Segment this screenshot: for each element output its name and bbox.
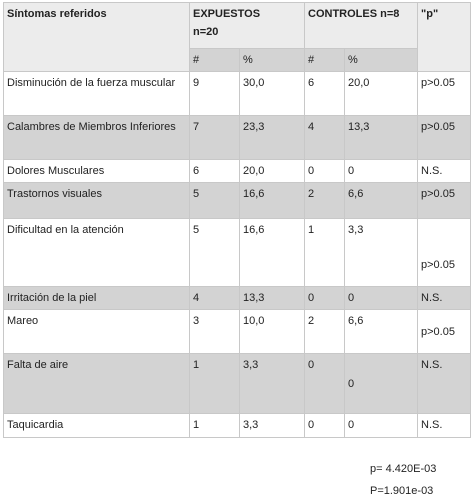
- value-cell: p>0.05: [417, 218, 472, 287]
- subheader-cell: #: [304, 48, 346, 72]
- header-text: n=20: [193, 26, 219, 38]
- value-cell: 3: [189, 309, 240, 354]
- header-cell: CONTROLES n=8: [304, 2, 419, 49]
- symptom-cell: Taquicardia: [3, 413, 190, 438]
- value-cell: 0: [344, 413, 419, 438]
- value-cell: p>0.05: [417, 71, 472, 116]
- header-row: Síntomas referidos EXPUESTOS n=20 CONTROL…: [3, 2, 472, 72]
- value-cell: 4: [189, 286, 240, 310]
- value-cell: 5: [189, 218, 240, 287]
- footer-text: P=1.901e-03: [370, 485, 434, 497]
- value-cell: 5: [189, 182, 240, 219]
- value-cell: 2: [304, 309, 346, 354]
- value-cell: 1: [189, 353, 240, 414]
- value-cell: 3,3: [238, 353, 306, 414]
- value-cell: N.S.: [417, 286, 472, 310]
- symptom-cell: Disminución de la fuerza muscular: [3, 71, 190, 116]
- table-row: Dificultad en la atención 5 16,6 1 3,3 p>0.05: [3, 218, 472, 287]
- subheader-row: # % # %: [4, 48, 471, 72]
- value-cell: 0: [304, 286, 346, 310]
- header-cell: Síntomas referidos: [3, 2, 190, 72]
- symptom-cell: Irritación de la piel: [3, 286, 190, 310]
- value-cell: 0: [344, 159, 419, 183]
- value-cell: N.S.: [417, 413, 472, 438]
- table-row: Trastornos visuales 5 16,6 2 6,6 p>0.05: [3, 182, 472, 219]
- value-cell: 0: [344, 353, 419, 414]
- value-cell: p>0.05: [417, 115, 472, 160]
- table-row: Irritación de la piel 4 13,3 0 0 N.S.: [3, 286, 472, 310]
- value-cell: 0: [304, 413, 346, 438]
- value-cell: 4: [304, 115, 346, 160]
- symptom-cell: Trastornos visuales: [3, 182, 190, 219]
- value-cell: 3,3: [238, 413, 306, 438]
- table-body: Síntomas referidos EXPUESTOS n=20 CONTROL…: [3, 2, 472, 438]
- symptom-cell: Dificultad en la atención: [3, 218, 190, 287]
- value-cell: 0: [304, 353, 346, 414]
- value-cell: N.S.: [417, 159, 472, 183]
- subheader-cell: %: [238, 48, 306, 72]
- value-cell: 6,6: [344, 182, 419, 219]
- value-cell: 3,3: [344, 218, 419, 287]
- value-cell: 6: [304, 71, 346, 116]
- value-cell: 0: [344, 286, 419, 310]
- value-cell: p>0.05: [417, 182, 472, 219]
- subheader-cell: #: [189, 48, 240, 72]
- header-cell: EXPUESTOS n=20: [188, 2, 306, 49]
- value-cell: 13,3: [344, 115, 419, 160]
- value-cell: 13,3: [238, 286, 306, 310]
- value-cell: 30,0: [238, 71, 306, 116]
- symptom-cell: Calambres de Miembros Inferiores: [3, 115, 190, 160]
- table-row: Calambres de Miembros Inferiores 7 23,3 4 13…: [3, 115, 472, 160]
- symptom-cell: Mareo: [3, 309, 190, 354]
- value-cell: 16,6: [238, 182, 306, 219]
- table-row: Disminución de la fuerza muscular 9 30,0 6 2…: [3, 71, 472, 116]
- table-row: Falta de aire 1 3,3 0 0 N.S.: [3, 353, 472, 414]
- symptoms-table: Síntomas referidos EXPUESTOS n=20 CONTROL…: [3, 2, 472, 438]
- value-cell: 10,0: [238, 309, 306, 354]
- footer-text: p= 4.420E-03: [370, 463, 437, 475]
- value-cell: 2: [304, 182, 346, 219]
- value-cell: 23,3: [238, 115, 306, 160]
- value-cell: 6,6: [344, 309, 419, 354]
- value-cell: 9: [189, 71, 240, 116]
- value-cell: 20,0: [238, 159, 306, 183]
- value-cell: 16,6: [238, 218, 306, 287]
- header-cell: "p": [417, 2, 472, 72]
- symptom-cell: Dolores Musculares: [3, 159, 190, 183]
- table-row: Taquicardia 1 3,3 0 0 N.S.: [3, 413, 472, 438]
- table-row: Dolores Musculares 6 20,0 0 0 N.S.: [3, 159, 472, 183]
- subheader-cell: %: [344, 48, 419, 72]
- symptom-cell: Falta de aire: [3, 353, 190, 414]
- value-cell: 0: [304, 159, 346, 183]
- table-row: Mareo 3 10,0 2 6,6 p>0.05: [3, 309, 472, 354]
- value-cell: p>0.05: [417, 309, 472, 354]
- value-cell: 20,0: [344, 71, 419, 116]
- value-cell: N.S.: [417, 353, 472, 414]
- value-cell: 6: [189, 159, 240, 183]
- value-cell: 1: [189, 413, 240, 438]
- value-cell: 7: [189, 115, 240, 160]
- value-cell: 1: [304, 218, 346, 287]
- header-text: EXPUESTOS: [193, 8, 261, 20]
